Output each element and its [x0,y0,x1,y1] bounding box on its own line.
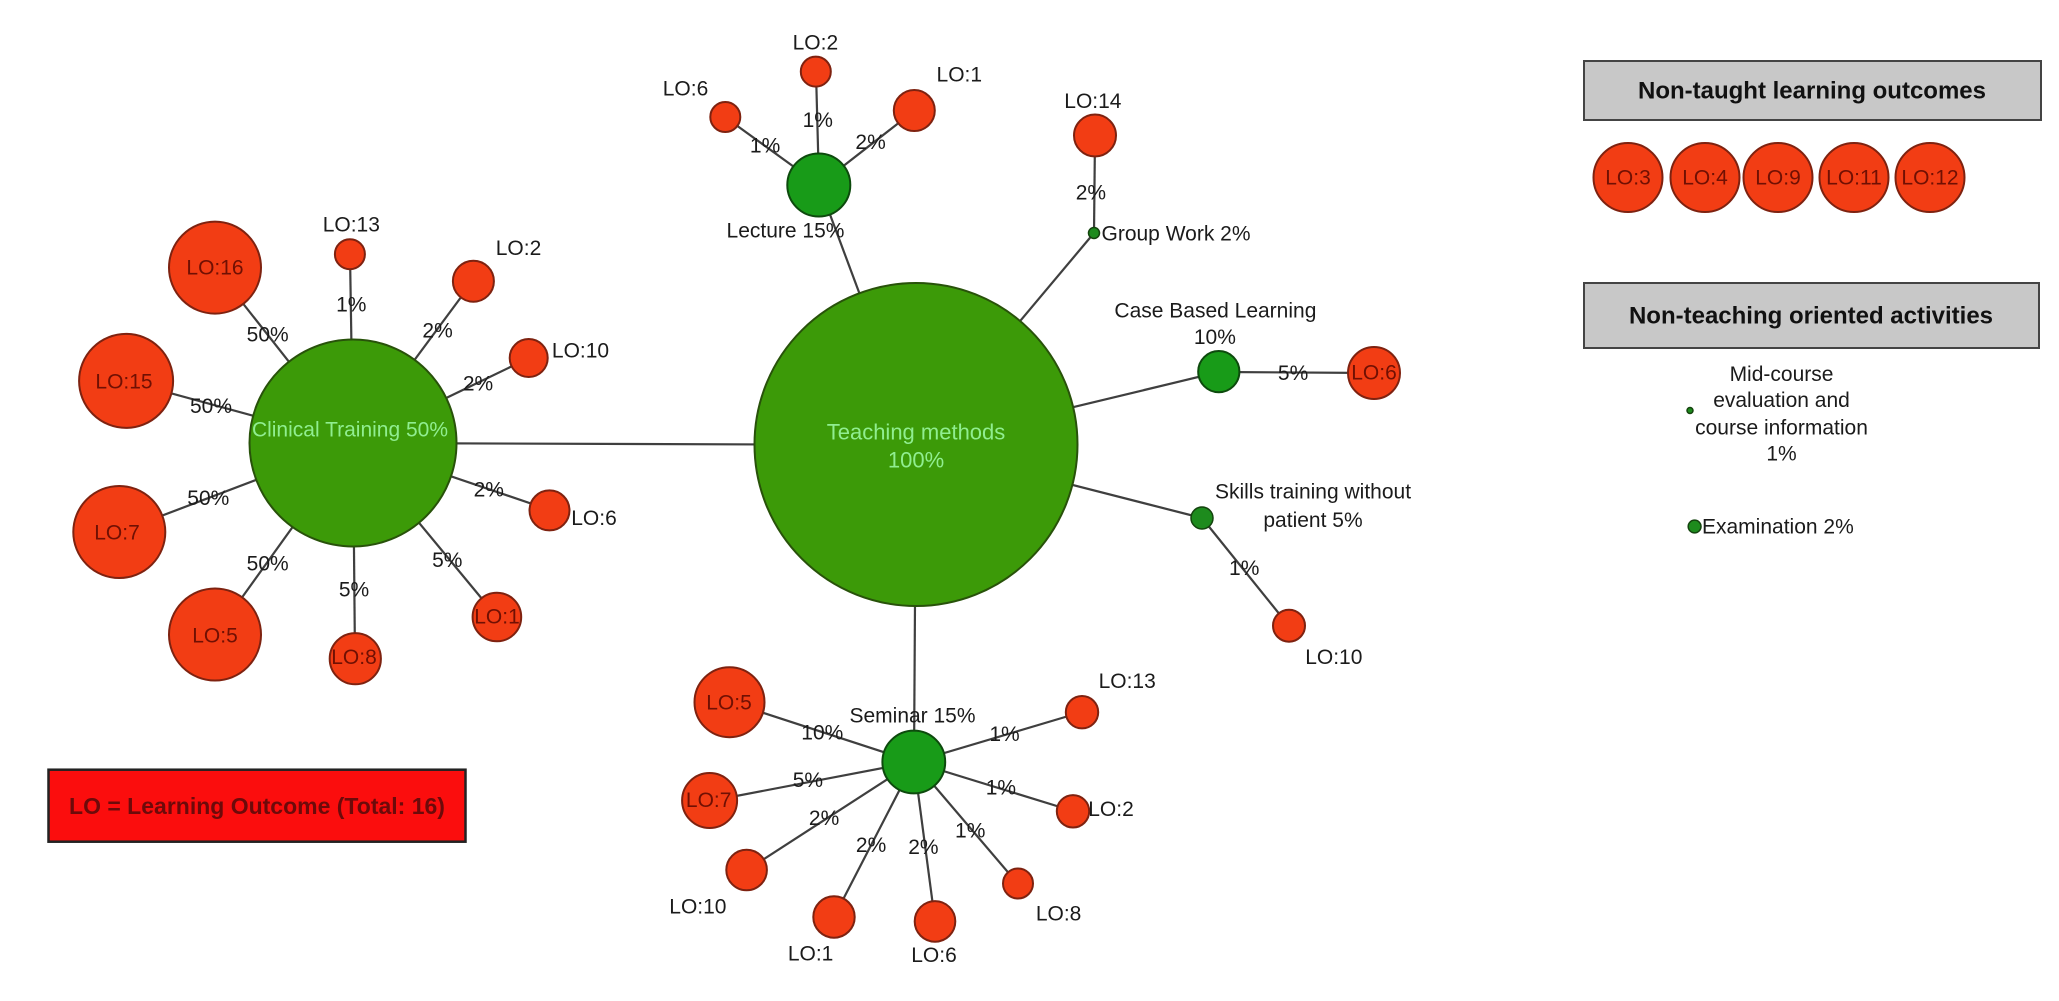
svg-text:LO:6: LO:6 [571,507,617,530]
svg-text:1%: 1% [336,294,366,317]
svg-text:LO:1: LO:1 [788,942,834,965]
svg-text:LO:6: LO:6 [911,944,957,967]
svg-text:1%: 1% [750,134,780,157]
svg-text:LO:8: LO:8 [1036,903,1082,926]
svg-text:100%: 100% [888,448,944,473]
svg-text:Mid-course: Mid-course [1730,363,1834,386]
svg-text:LO:2: LO:2 [1088,798,1134,821]
svg-text:5%: 5% [339,579,369,602]
svg-text:LO:11: LO:11 [1826,167,1882,190]
svg-text:Lecture 15%: Lecture 15% [727,220,845,243]
svg-text:LO:1: LO:1 [474,606,520,629]
svg-text:LO:13: LO:13 [1099,670,1156,693]
svg-text:Case Based Learning: Case Based Learning [1114,300,1316,323]
svg-text:LO:9: LO:9 [1755,167,1801,190]
svg-text:Teaching methods: Teaching methods [827,420,1006,445]
svg-text:50%: 50% [247,553,289,576]
svg-text:Skills training without: Skills training without [1215,481,1411,504]
svg-text:course information: course information [1695,416,1868,439]
svg-text:evaluation and: evaluation and [1713,389,1850,412]
svg-text:Non-taught learning outcomes: Non-taught learning outcomes [1638,78,1986,105]
svg-text:patient 5%: patient 5% [1263,509,1362,532]
svg-text:5%: 5% [1278,362,1308,385]
svg-text:LO:5: LO:5 [706,692,752,715]
svg-text:LO:5: LO:5 [192,625,238,648]
svg-text:LO:14: LO:14 [1064,90,1122,113]
svg-text:LO:4: LO:4 [1682,167,1728,190]
svg-text:LO:12: LO:12 [1901,167,1958,190]
svg-text:LO:2: LO:2 [793,31,839,54]
svg-text:2%: 2% [855,131,885,154]
svg-text:2%: 2% [463,372,493,395]
svg-text:5%: 5% [432,549,462,572]
svg-text:1%: 1% [955,820,985,843]
svg-text:1%: 1% [989,723,1019,746]
svg-text:2%: 2% [474,479,504,502]
svg-text:Clinical Training 50%: Clinical Training 50% [252,419,448,442]
svg-text:LO:1: LO:1 [937,64,983,87]
svg-text:LO:13: LO:13 [323,213,380,236]
svg-text:LO:8: LO:8 [331,646,377,669]
svg-text:50%: 50% [190,395,232,418]
svg-text:LO:7: LO:7 [94,522,140,545]
svg-text:2%: 2% [809,807,839,830]
svg-text:5%: 5% [793,769,823,792]
svg-text:1%: 1% [1229,557,1259,580]
svg-text:1%: 1% [1766,443,1796,466]
svg-text:Seminar 15%: Seminar 15% [849,705,975,728]
svg-text:LO:6: LO:6 [1351,362,1397,385]
svg-text:Non-teaching oriented activiti: Non-teaching oriented activities [1629,303,1993,330]
svg-text:LO:7: LO:7 [686,789,732,812]
svg-text:LO:3: LO:3 [1605,167,1651,190]
svg-text:Group Work 2%: Group Work 2% [1102,222,1251,245]
svg-text:50%: 50% [187,487,229,510]
svg-text:LO:10: LO:10 [552,340,609,363]
svg-text:50%: 50% [247,323,289,346]
svg-text:LO:16: LO:16 [186,257,243,280]
svg-text:LO:10: LO:10 [669,896,726,919]
svg-text:2%: 2% [908,836,938,859]
svg-text:10%: 10% [801,722,843,745]
svg-text:LO:10: LO:10 [1305,646,1362,669]
svg-text:2%: 2% [422,320,452,343]
svg-text:Examination 2%: Examination 2% [1702,516,1854,539]
svg-text:LO = Learning Outcome (Total:: LO = Learning Outcome (Total: 16) [69,793,445,819]
svg-text:1%: 1% [986,776,1016,799]
svg-text:LO:15: LO:15 [95,371,152,394]
svg-text:2%: 2% [856,834,886,857]
svg-text:10%: 10% [1194,326,1236,349]
svg-text:2%: 2% [1076,181,1106,204]
svg-text:LO:6: LO:6 [663,77,709,100]
svg-text:LO:2: LO:2 [496,237,542,260]
svg-text:1%: 1% [803,109,833,132]
